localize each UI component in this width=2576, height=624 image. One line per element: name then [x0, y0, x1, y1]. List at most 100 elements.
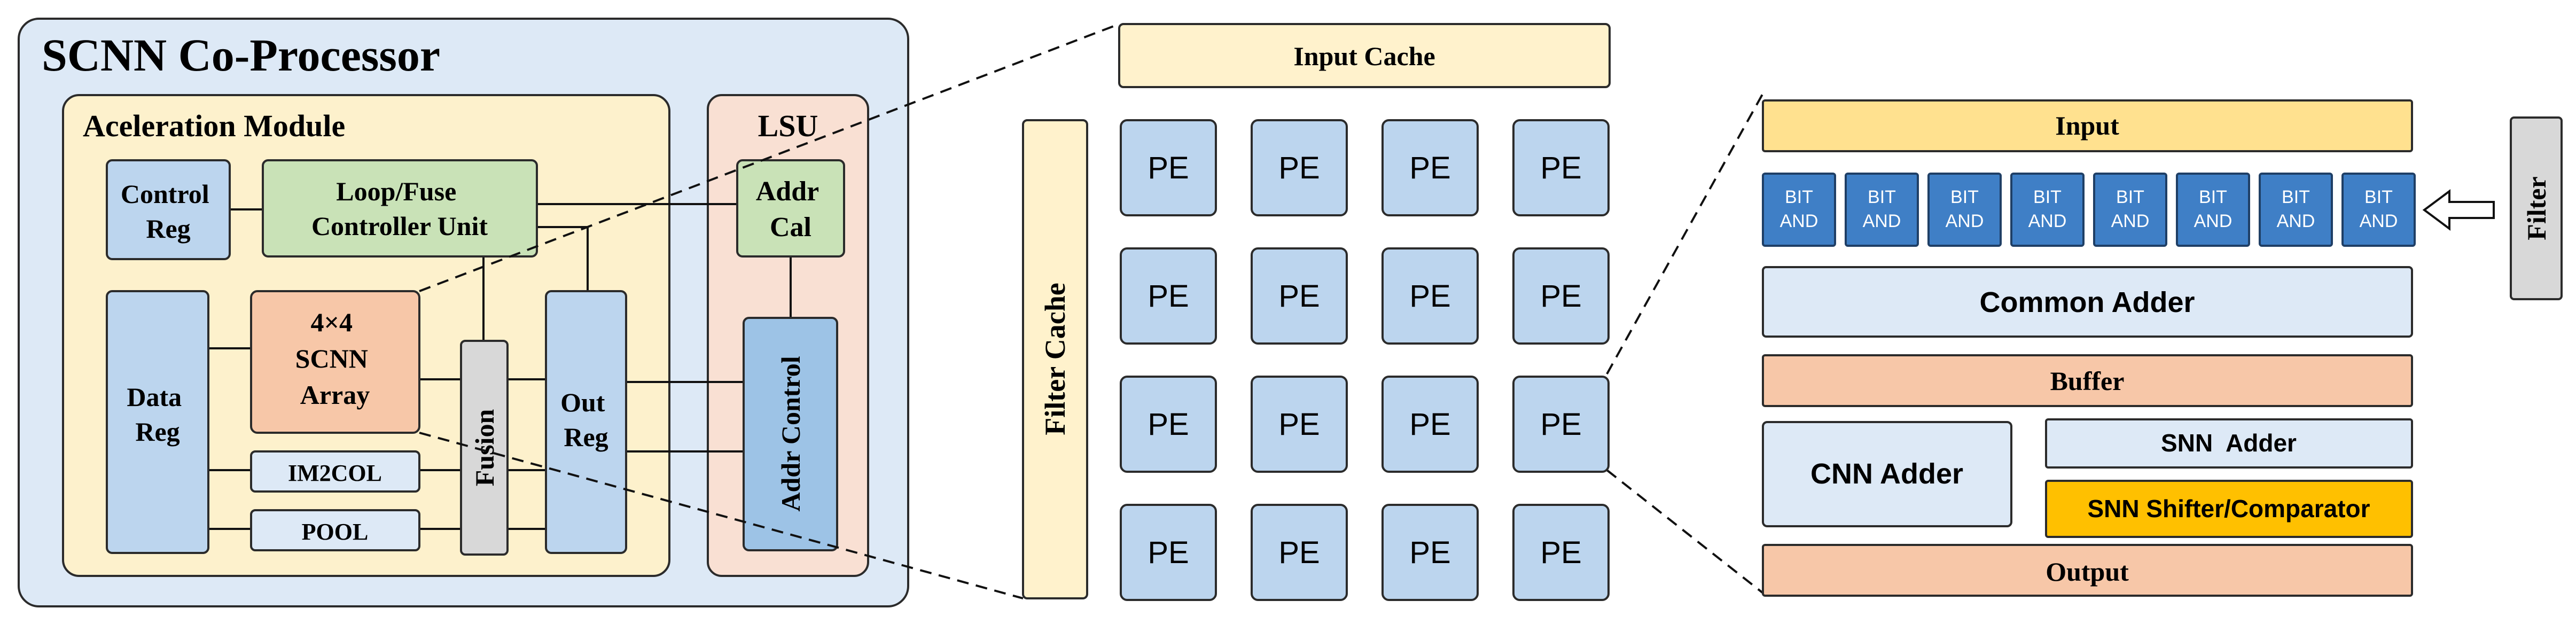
pe-cell: PE — [1120, 504, 1217, 601]
bit-and-cell: BIT AND — [1762, 173, 1836, 247]
acceleration-module-title: Aceleration Module — [83, 108, 345, 143]
filter-cache-label: Filter Cache — [1039, 283, 1071, 435]
bit-and-label: BIT AND — [2194, 187, 2232, 231]
pe-cell-box — [1381, 119, 1479, 216]
loop-fuse-controller-label: Loop/Fuse Controller Unit — [311, 176, 488, 241]
snn-adder-label: SNN Adder — [2161, 429, 2297, 457]
scnn-array-label: 4×4 SCNN Array — [295, 307, 375, 410]
pe-cell-label: PE — [1540, 407, 1581, 442]
pe-cell-box — [1120, 247, 1217, 345]
bit-and-label: BIT AND — [2277, 187, 2315, 231]
pe-cell-box — [1512, 119, 1610, 216]
pe-cell: PE — [1251, 504, 1348, 601]
bit-and-cell: BIT AND — [2093, 173, 2167, 247]
pe-cell-label: PE — [1148, 279, 1189, 314]
im2col-label: IM2COL — [288, 460, 382, 486]
pe-cell-label: PE — [1540, 151, 1581, 185]
out-reg-label: Out Reg — [560, 387, 612, 452]
pe-cell: PE — [1512, 247, 1610, 345]
pe-cell-box — [1251, 376, 1348, 473]
bit-and-box — [2010, 173, 2085, 247]
pe-cell-label: PE — [1409, 535, 1450, 570]
bit-and-label: BIT AND — [2360, 187, 2398, 231]
lsu-title: LSU — [758, 108, 818, 143]
snn-shifter-label: SNN Shifter/Comparator — [2087, 495, 2370, 522]
pe-cell: PE — [1381, 247, 1479, 345]
pe-cell-label: PE — [1148, 151, 1189, 185]
pe-filter-label: Filter — [2522, 176, 2551, 240]
addr-cal-block — [736, 159, 845, 258]
pe-cell-box — [1251, 504, 1348, 601]
filter-cache-block — [1022, 119, 1088, 599]
bit-and-label: BIT AND — [1946, 187, 1984, 231]
bit-and-box — [2176, 173, 2250, 247]
pe-filter-block — [2510, 116, 2563, 300]
im2col-block — [250, 450, 420, 493]
scnn-array-block — [250, 290, 420, 434]
pe-cell-label: PE — [1409, 151, 1450, 185]
common-adder-label: Common Adder — [1980, 286, 2195, 318]
buffer-label: Buffer — [2050, 366, 2125, 396]
addr-control-block — [743, 317, 838, 551]
pe-cell: PE — [1251, 247, 1348, 345]
pe-cell: PE — [1120, 376, 1217, 473]
pe-cell-label: PE — [1278, 279, 1320, 314]
bit-and-label: BIT AND — [2111, 187, 2150, 231]
pe-output-block — [1762, 544, 2413, 597]
bit-and-box — [2259, 173, 2333, 247]
pe-cell-box — [1512, 247, 1610, 345]
input-cache-block — [1118, 23, 1611, 88]
bit-and-label: BIT AND — [1780, 187, 1818, 231]
bit-and-box — [1927, 173, 2002, 247]
bit-and-box — [1762, 173, 1836, 247]
pe-cell-label: PE — [1278, 151, 1320, 185]
pe-cell-label: PE — [1409, 407, 1450, 442]
pe-grid: PE PE PE PE PE PE PE PE PE PE PE PE PE PE PE PE — [1120, 119, 1610, 601]
fusion-label: Fusion — [470, 409, 499, 487]
zoom-lines — [419, 23, 1764, 599]
loop-fuse-controller-block — [262, 159, 538, 258]
snn-shifter-block — [2045, 480, 2413, 538]
bit-and-cell: BIT AND — [2176, 173, 2250, 247]
pe-cell-box — [1512, 504, 1610, 601]
coprocessor-title: SCNN Co-Processor — [42, 29, 440, 81]
fusion-block — [460, 340, 509, 556]
pe-cell-label: PE — [1278, 535, 1320, 570]
pe-cell-box — [1251, 247, 1348, 345]
pe-cell: PE — [1251, 119, 1348, 216]
buffer-block — [1762, 354, 2413, 407]
data-reg-block — [106, 290, 209, 554]
pool-label: POOL — [302, 519, 369, 545]
pe-cell-box — [1381, 376, 1479, 473]
bit-and-cell: BIT AND — [1845, 173, 1919, 247]
data-reg-label: Data Reg — [127, 382, 188, 447]
snn-adder-block — [2045, 418, 2413, 469]
pe-cell-label: PE — [1540, 279, 1581, 314]
pe-cell: PE — [1120, 119, 1217, 216]
pe-cell-box — [1381, 247, 1479, 345]
addr-cal-label: Addr Cal — [756, 176, 826, 243]
cnn-adder-block — [1762, 421, 2012, 527]
pe-cell-box — [1251, 119, 1348, 216]
bit-and-box — [2093, 173, 2167, 247]
bit-and-cell: BIT AND — [1927, 173, 2002, 247]
pe-cell-box — [1381, 504, 1479, 601]
module-wires — [208, 203, 792, 530]
pe-cell-box — [1120, 119, 1217, 216]
pe-cell-label: PE — [1148, 535, 1189, 570]
bit-and-label: BIT AND — [1863, 187, 1901, 231]
pe-cell: PE — [1512, 504, 1610, 601]
pe-cell-box — [1512, 376, 1610, 473]
pe-cell-label: PE — [1148, 407, 1189, 442]
pe-input-label: Input — [2055, 111, 2119, 141]
pe-cell: PE — [1381, 119, 1479, 216]
cnn-adder-label: CNN Adder — [1810, 458, 1963, 490]
filter-arrow-icon — [2422, 189, 2495, 231]
bit-and-row: BIT AND BIT AND BIT AND BIT AND BIT AND BIT AND BIT A… — [1762, 173, 2416, 247]
input-cache-label: Input Cache — [1293, 41, 1435, 71]
pe-cell: PE — [1381, 376, 1479, 473]
bit-and-cell: BIT AND — [2010, 173, 2085, 247]
pool-block — [250, 509, 420, 551]
